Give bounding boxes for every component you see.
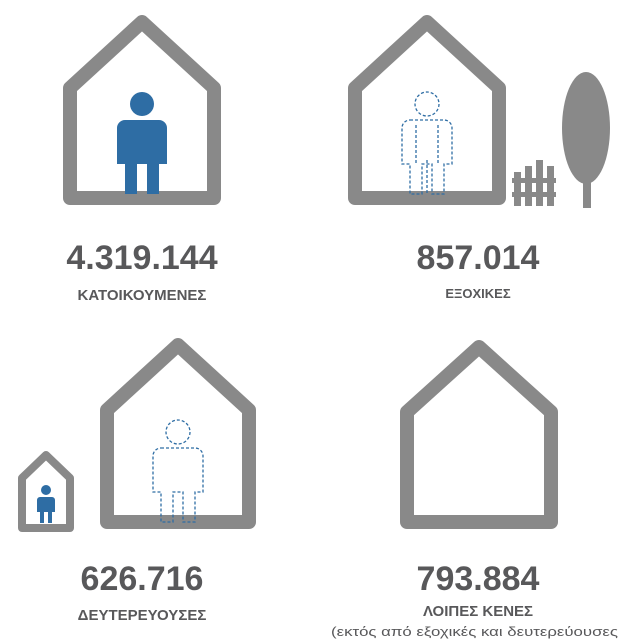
number: 793.884 (417, 560, 540, 598)
label: ΚΑΤΟΙΚΟΥΜΕΝΕΣ (78, 287, 207, 304)
number: 626.716 (81, 560, 204, 598)
label: ΛΟΙΠΕΣ ΚΕΝΕΣ (423, 603, 533, 620)
house-secondary (18, 338, 256, 532)
house-holiday (348, 15, 610, 208)
number: 857.014 (417, 239, 540, 277)
label: ΕΞΟΧΙΚΕΣ (445, 286, 510, 301)
house-vacant (400, 340, 558, 529)
number: 4.319.144 (66, 239, 217, 277)
note: (εκτός από εξοχικές και δευτερεύουσες (331, 624, 618, 639)
house-occupied (63, 15, 221, 205)
label: ΔΕΥΤΕΡΕΥΟΥΣΕΣ (78, 607, 207, 624)
